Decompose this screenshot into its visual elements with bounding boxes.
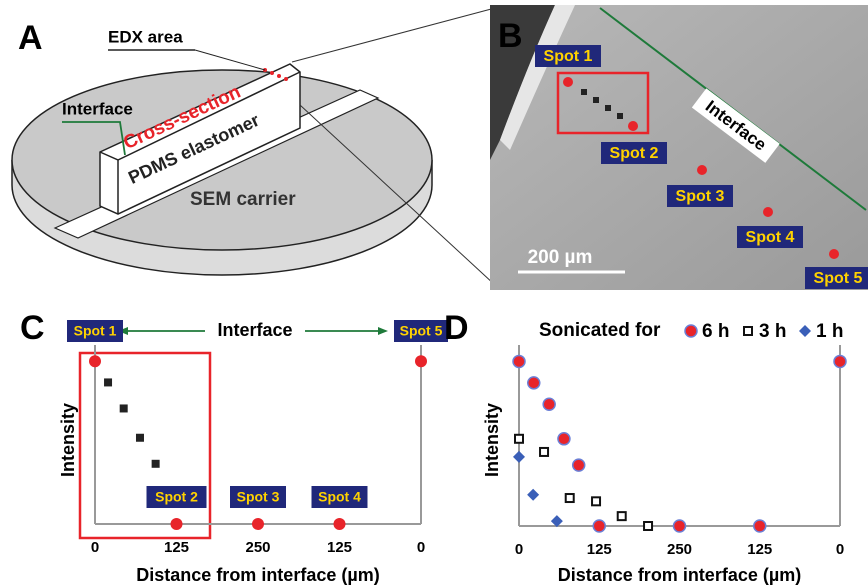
annotation: Interface (217, 320, 292, 340)
panel-label: A (18, 19, 43, 57)
panel-label: B (498, 17, 523, 55)
point (513, 355, 525, 367)
point (415, 355, 427, 367)
edx-square (581, 89, 587, 95)
x-tick-label: 125 (327, 539, 352, 556)
spot-label: Spot 1 (74, 323, 117, 339)
legend-title: Sonicated for (539, 320, 661, 341)
spot-label: Spot 3 (676, 188, 725, 205)
legend-marker (744, 327, 752, 335)
spot-label: Spot 2 (610, 145, 659, 162)
legend-marker (685, 325, 697, 337)
point (618, 512, 626, 520)
spot-label: Spot 4 (318, 489, 361, 505)
point (252, 518, 264, 530)
spot (563, 77, 573, 87)
x-tick-label: 125 (747, 541, 772, 558)
x-tick-label: 125 (587, 541, 612, 558)
point (513, 451, 525, 463)
point (136, 434, 144, 442)
x-tick-label: 250 (245, 539, 270, 556)
spot (628, 121, 638, 131)
x-tick-label: 250 (667, 541, 692, 558)
scale-label: 200 µm (528, 247, 593, 268)
x-tick-label: 125 (164, 539, 189, 556)
edx-square (617, 113, 623, 119)
point (171, 518, 183, 530)
x-tick-label: 0 (836, 541, 844, 558)
spot (763, 207, 773, 217)
spot-label: Spot 3 (237, 489, 280, 505)
spot-label: Spot 2 (155, 489, 198, 505)
spot-label: Spot 1 (544, 48, 593, 65)
x-axis-title: Distance from interface (µm) (136, 565, 379, 585)
y-axis-title: Intensity (58, 403, 78, 477)
figure: A EDX area Interface Cross-section PDMS … (0, 0, 868, 586)
point (543, 398, 555, 410)
spot-label: Spot 4 (746, 229, 795, 246)
edx-square (605, 105, 611, 111)
zoom-box (80, 353, 210, 538)
edx-label: EDX area (108, 27, 183, 46)
point (674, 520, 686, 532)
x-axis-title: Distance from interface (µm) (558, 565, 801, 585)
point (754, 520, 766, 532)
point (120, 404, 128, 412)
y-axis-title: Intensity (482, 403, 502, 477)
spot (697, 165, 707, 175)
edx-square (593, 97, 599, 103)
point (644, 522, 652, 530)
x-tick-label: 0 (91, 539, 99, 556)
legend-label: 1 h (816, 321, 843, 342)
spot-label: Spot 5 (400, 323, 443, 339)
legend-label: 6 h (702, 321, 729, 342)
point (528, 377, 540, 389)
legend-label: 3 h (759, 321, 786, 342)
edx-dot (277, 74, 281, 78)
point (527, 489, 539, 501)
spot-label: Spot 5 (814, 270, 863, 287)
carrier-label: SEM carrier (190, 189, 296, 210)
panel-a: A EDX area Interface Cross-section PDMS … (12, 8, 495, 285)
point (515, 435, 523, 443)
panel-label: C (20, 309, 45, 347)
edx-dot (284, 77, 288, 81)
interface-label: Interface (62, 99, 133, 118)
point (573, 459, 585, 471)
point (592, 497, 600, 505)
legend-marker (799, 325, 811, 337)
point (540, 448, 548, 456)
point (566, 494, 574, 502)
point (104, 378, 112, 386)
point (593, 520, 605, 532)
leader (195, 50, 265, 70)
point (89, 355, 101, 367)
point (834, 355, 846, 367)
zoom-line (292, 8, 495, 62)
point (152, 460, 160, 468)
arrowhead (378, 327, 388, 335)
spot (829, 249, 839, 259)
panel-label: D (444, 309, 469, 347)
point (558, 433, 570, 445)
x-tick-label: 0 (417, 539, 425, 556)
x-tick-label: 0 (515, 541, 523, 558)
point (334, 518, 346, 530)
edx-dot (270, 71, 274, 75)
